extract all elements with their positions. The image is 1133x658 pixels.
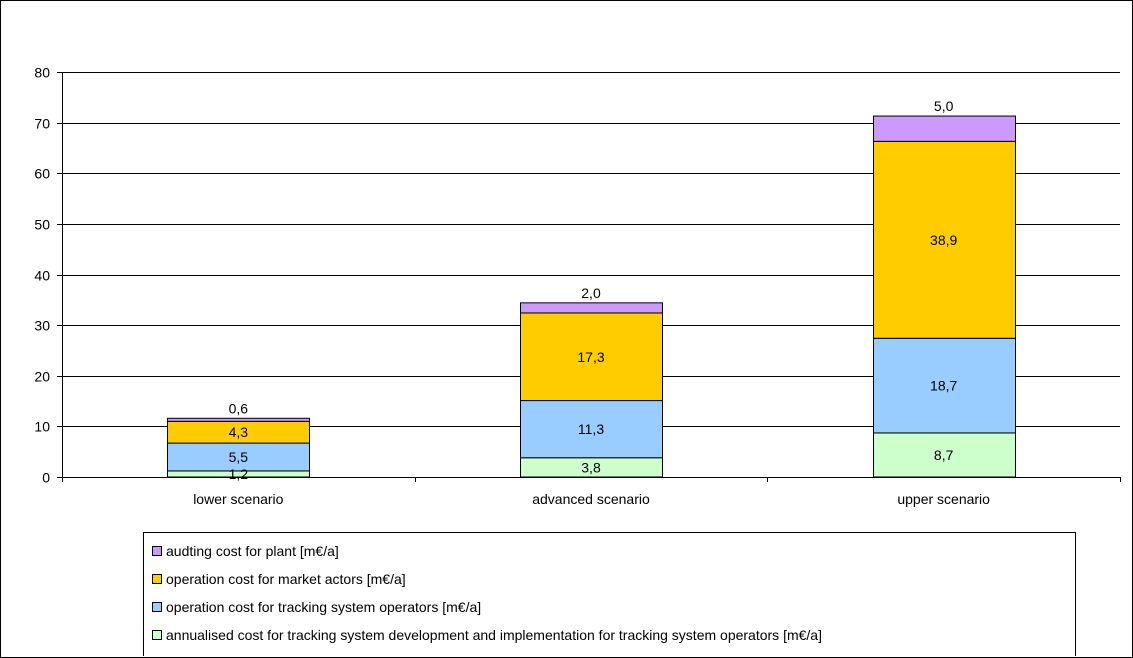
legend-item: audting cost for plant [m€/a] (152, 541, 339, 561)
bar-segment (520, 312, 663, 402)
bar-segment (873, 140, 1016, 339)
x-category-label: advanced scenario (532, 491, 650, 507)
data-label: 38,9 (930, 232, 957, 248)
legend: audting cost for plant [m€/a] operation c… (143, 532, 1076, 656)
legend-item: annualised cost for tracking system deve… (152, 625, 822, 645)
stacked-bar-chart: 0 10 20 30 40 50 60 70 80 lower scenario advanced … (34, 65, 1121, 507)
legend-item: operation cost for tracking system opera… (152, 597, 481, 617)
data-label: 8,7 (934, 447, 954, 463)
legend-label: audting cost for plant [m€/a] (166, 543, 339, 559)
data-label: 3,8 (581, 459, 601, 475)
legend-label: operation cost for market actors [m€/a] (166, 571, 406, 587)
data-label: 4,3 (229, 424, 249, 440)
y-tick-label: 20 (34, 369, 50, 385)
bar-segment (873, 337, 1016, 434)
y-tick-label: 0 (42, 470, 50, 486)
y-tick-label: 70 (34, 116, 50, 132)
legend-label: operation cost for tracking system opera… (166, 599, 482, 615)
y-tick-label: 80 (34, 65, 50, 81)
bar-segment (167, 417, 310, 422)
legend-swatch (152, 630, 162, 640)
bar-segment (167, 442, 310, 472)
bar-segment (520, 400, 663, 459)
data-label: 5,0 (934, 98, 954, 114)
legend-item: operation cost for market actors [m€/a] (152, 569, 406, 589)
x-category-label: upper scenario (897, 491, 990, 507)
data-label: 11,3 (578, 421, 604, 437)
legend-swatch (152, 574, 162, 584)
bar-segment (520, 302, 663, 314)
legend-label: annualised cost for tracking system deve… (166, 627, 822, 643)
data-label: 17,3 (577, 349, 604, 365)
y-tick-label: 60 (34, 166, 50, 182)
y-tick-label: 30 (34, 318, 50, 334)
y-tick-label: 10 (34, 419, 50, 435)
data-label: 0,6 (229, 400, 249, 416)
bar-segment (873, 432, 1016, 478)
data-label: 18,7 (930, 378, 957, 394)
y-tick-label: 50 (34, 217, 50, 233)
legend-swatch (152, 546, 162, 556)
data-label: 5,5 (229, 449, 249, 465)
data-label: 2,0 (581, 285, 601, 301)
y-tick-label: 40 (34, 268, 50, 284)
axes: 0 10 20 30 40 50 60 70 80 lower scenario advanced … (34, 65, 1121, 507)
data-label: 1,2 (229, 466, 249, 482)
legend-swatch (152, 602, 162, 612)
data-labels: 1,25,5 4,3 0,6 3,8 11,3 17,3 2,0 8,7 18,7 38,9 5,0 (229, 98, 958, 482)
bar-segment (873, 115, 1016, 142)
x-category-label: lower scenario (193, 491, 283, 507)
